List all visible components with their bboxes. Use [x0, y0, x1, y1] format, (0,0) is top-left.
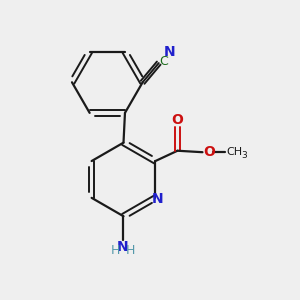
Text: H: H — [111, 244, 120, 257]
Text: N: N — [152, 192, 164, 206]
Text: H: H — [125, 244, 135, 257]
Text: N: N — [117, 240, 129, 254]
Text: CH: CH — [226, 147, 242, 157]
Text: 3: 3 — [242, 151, 247, 160]
Text: C: C — [159, 55, 168, 68]
Text: O: O — [172, 113, 183, 127]
Text: O: O — [203, 145, 215, 159]
Text: N: N — [164, 45, 176, 59]
